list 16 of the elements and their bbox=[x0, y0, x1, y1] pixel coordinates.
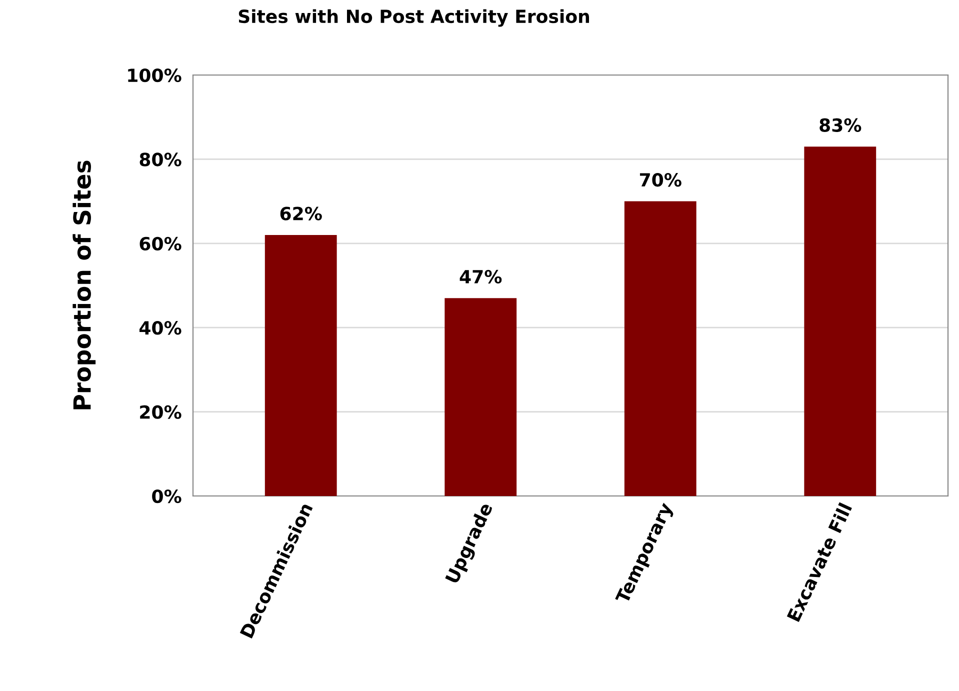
chart-title: Sites with No Post Activity Erosion bbox=[238, 9, 590, 27]
data-label: 62% bbox=[280, 206, 322, 220]
y-tick-label: 20% bbox=[140, 405, 182, 419]
y-tick-label: 80% bbox=[140, 152, 182, 166]
bar bbox=[804, 146, 876, 496]
y-tick-label: 100% bbox=[128, 68, 182, 82]
data-label: 83% bbox=[820, 118, 862, 132]
bar bbox=[264, 234, 337, 496]
data-label: 70% bbox=[640, 173, 682, 187]
bar bbox=[624, 201, 696, 496]
y-axis-title: Proportion of Sites bbox=[72, 160, 96, 410]
bar bbox=[444, 298, 517, 496]
y-tick-label: 0% bbox=[152, 489, 182, 504]
data-label: 47% bbox=[460, 270, 502, 284]
y-tick-label: 40% bbox=[139, 321, 182, 335]
y-tick-label: 60% bbox=[140, 236, 182, 251]
